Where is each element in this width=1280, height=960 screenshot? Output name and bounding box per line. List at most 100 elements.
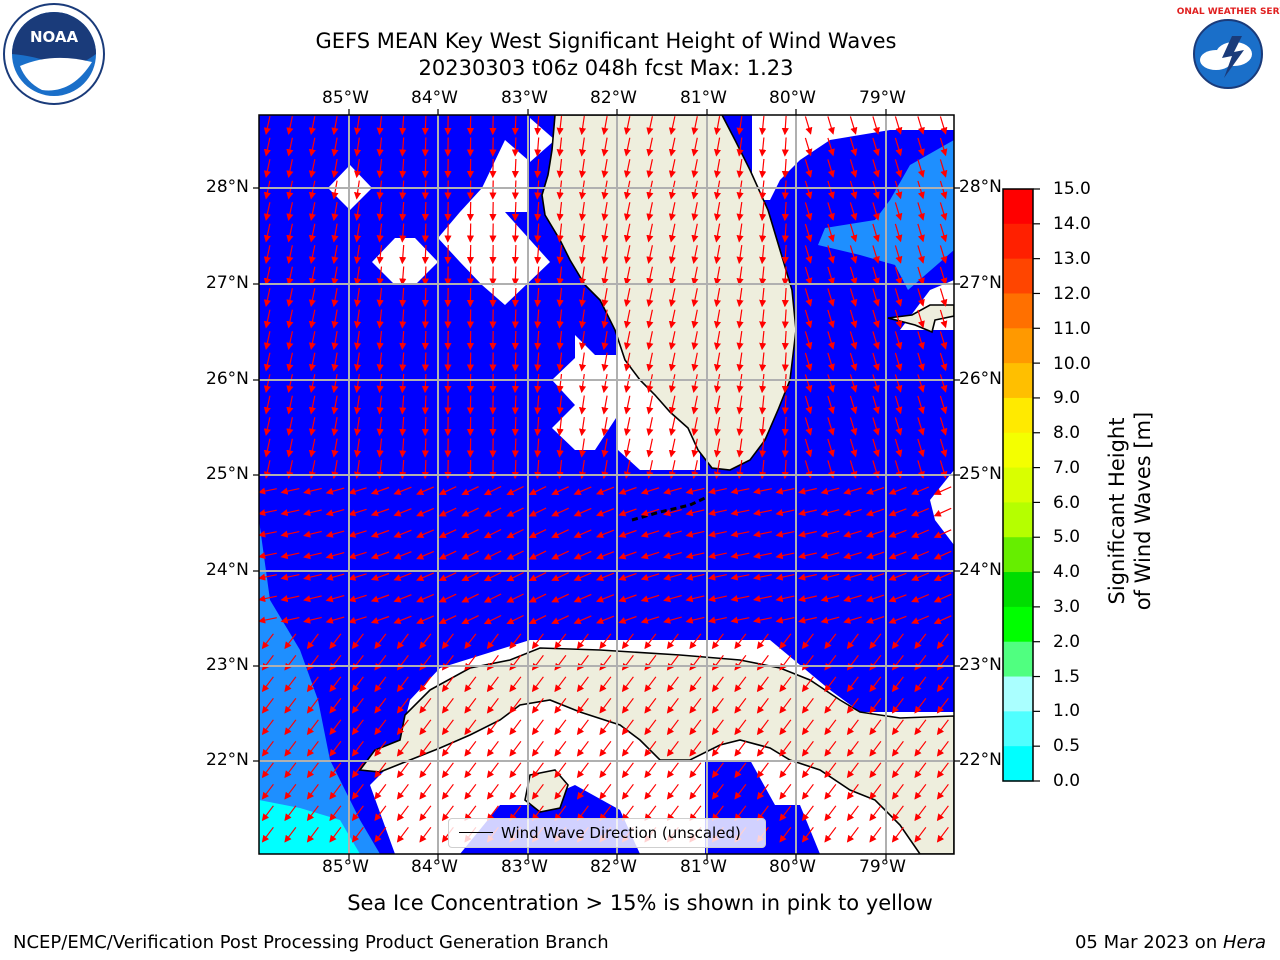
wind-wave-arrow <box>824 697 837 714</box>
wind-wave-arrow <box>663 595 682 603</box>
colorbar-title: Significant Height of Wind Waves [m] <box>1105 411 1155 611</box>
wind-wave-arrow <box>556 223 564 243</box>
wind-wave-arrow <box>846 740 859 757</box>
wind-wave-arrow <box>348 530 367 538</box>
wind-wave-arrow <box>936 719 949 736</box>
wind-wave-arrow <box>618 486 637 495</box>
wind-wave-arrow <box>308 309 316 329</box>
wind-wave-arrow <box>348 508 367 517</box>
wind-wave-arrow <box>376 223 384 243</box>
wind-wave-arrow <box>888 615 907 624</box>
lon-tick-top-85w: 85°W <box>322 88 369 108</box>
wind-wave-arrow <box>511 330 519 351</box>
wind-wave-arrow <box>486 697 499 714</box>
wind-wave-arrow <box>849 245 858 264</box>
nws-logo: NATIONAL WEATHER SERVICE <box>1176 4 1280 104</box>
wind-wave-arrow <box>759 223 767 243</box>
wind-wave-arrow <box>736 374 744 394</box>
wind-wave-arrow <box>827 116 835 135</box>
wind-wave-arrow <box>872 438 880 458</box>
wind-wave-arrow <box>556 309 564 329</box>
wind-wave-arrow <box>711 633 724 650</box>
wind-wave-arrow <box>351 719 364 736</box>
wind-wave-arrow <box>396 826 409 843</box>
wind-wave-arrow <box>623 137 631 157</box>
wind-wave-arrow <box>711 719 724 736</box>
wind-wave-arrow <box>376 438 384 458</box>
wind-wave-arrow <box>263 159 271 178</box>
wind-wave-arrow <box>689 783 702 800</box>
wind-wave-arrow <box>753 530 772 538</box>
wind-wave-arrow <box>308 331 316 350</box>
wind-wave-arrow <box>804 331 813 350</box>
wind-wave-arrow <box>511 223 519 243</box>
wind-wave-arrow <box>354 438 362 458</box>
wind-wave-arrow <box>872 223 880 243</box>
wind-wave-arrow <box>891 633 904 650</box>
wind-wave-arrow <box>601 395 609 415</box>
wind-wave-arrow <box>509 783 522 800</box>
wind-wave-arrow <box>846 697 859 714</box>
wind-wave-arrow <box>891 783 904 800</box>
wind-wave-arrow <box>601 244 609 265</box>
wind-wave-arrow <box>911 550 930 560</box>
colorbar-tick-1: 1.0 <box>1053 701 1081 721</box>
wind-wave-arrow <box>779 783 792 800</box>
wind-wave-arrow <box>579 374 587 394</box>
wind-wave-arrow <box>263 417 271 436</box>
wind-wave-arrow <box>691 352 699 372</box>
wind-wave-arrow <box>713 438 722 458</box>
wind-wave-arrow <box>348 573 367 581</box>
lon-tick-bottom-83w: 83°W <box>501 857 548 877</box>
wind-wave-arrow <box>711 805 724 822</box>
wind-wave-arrow <box>531 762 544 779</box>
wind-wave-arrow <box>261 740 274 757</box>
wind-wave-arrow <box>511 115 519 136</box>
noaa-logo-text: NOAA <box>30 28 79 46</box>
wind-wave-arrow <box>261 633 274 650</box>
wind-wave-arrow <box>713 266 722 286</box>
wind-wave-arrow <box>280 530 300 538</box>
wind-wave-arrow <box>376 288 384 308</box>
wind-wave-arrow <box>939 159 948 178</box>
wind-wave-arrow <box>556 374 564 394</box>
wind-wave-arrow <box>759 137 767 157</box>
wind-wave-arrow <box>601 266 609 286</box>
wind-wave-arrow <box>753 487 772 495</box>
wind-wave-arrow <box>663 616 682 624</box>
wind-wave-arrow <box>595 572 615 581</box>
wind-wave-arrow <box>556 180 564 200</box>
wind-wave-arrow <box>421 287 429 308</box>
wind-wave-arrow <box>756 783 769 800</box>
wind-wave-arrow <box>775 595 795 603</box>
wind-wave-arrow <box>736 245 744 265</box>
wind-wave-arrow <box>872 159 880 178</box>
wind-wave-arrow <box>759 180 767 200</box>
wind-wave-arrow <box>531 633 544 650</box>
wind-wave-arrow <box>801 697 814 714</box>
wind-wave-arrow <box>554 719 567 736</box>
wind-wave-arrow <box>438 593 457 603</box>
wind-wave-arrow <box>843 616 862 624</box>
wind-wave-arrow <box>534 244 542 265</box>
wind-wave-arrow <box>713 330 722 351</box>
wind-wave-arrow <box>888 508 907 517</box>
wind-wave-arrow <box>509 740 522 757</box>
wind-wave-arrow <box>869 633 882 650</box>
wind-wave-arrow <box>556 417 564 437</box>
wind-wave-arrow <box>306 676 319 693</box>
wind-wave-arrow <box>846 676 859 693</box>
colorbar-tick-5: 5.0 <box>1053 527 1081 547</box>
wind-wave-arrow <box>261 719 274 736</box>
wind-wave-arrow <box>894 245 903 264</box>
wind-wave-arrow <box>370 615 390 624</box>
wind-wave-arrow <box>824 654 837 671</box>
wind-wave-arrow <box>601 180 609 200</box>
wind-wave-arrow <box>933 486 952 496</box>
wind-wave-arrow <box>441 719 454 736</box>
wind-wave-arrow <box>509 697 522 714</box>
wind-wave-arrow <box>308 288 316 307</box>
wind-wave-arrow <box>438 486 457 496</box>
wind-wave-arrow <box>917 180 925 200</box>
wind-wave-arrow <box>775 573 795 581</box>
